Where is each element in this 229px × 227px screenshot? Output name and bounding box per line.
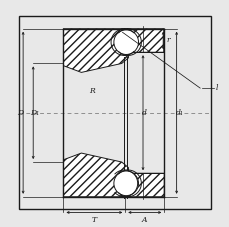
Bar bbox=[19, 16, 210, 209]
Text: T: T bbox=[91, 217, 96, 225]
Text: d₁: d₁ bbox=[175, 109, 183, 117]
Polygon shape bbox=[121, 29, 164, 52]
Circle shape bbox=[113, 171, 138, 196]
Polygon shape bbox=[121, 173, 164, 197]
Text: D₁: D₁ bbox=[30, 109, 39, 117]
Text: A: A bbox=[141, 217, 146, 225]
Text: D: D bbox=[17, 109, 23, 117]
Text: r: r bbox=[166, 37, 169, 44]
Polygon shape bbox=[63, 153, 128, 197]
Text: R: R bbox=[89, 87, 95, 95]
Circle shape bbox=[113, 30, 138, 54]
Text: d: d bbox=[141, 109, 146, 117]
Text: l: l bbox=[215, 84, 217, 92]
Polygon shape bbox=[63, 29, 128, 72]
